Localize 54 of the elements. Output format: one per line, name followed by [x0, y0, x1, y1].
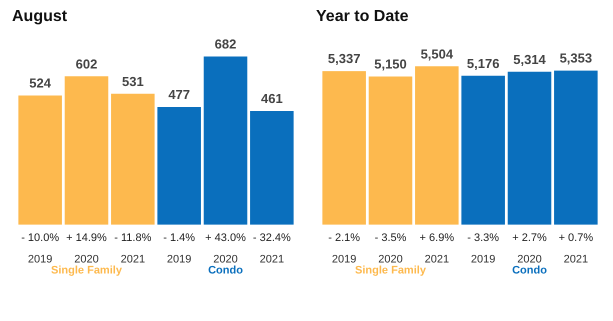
x-tick-label: 2020 — [517, 253, 542, 266]
x-tick-label: 2021 — [424, 253, 450, 266]
data-label: 682 — [214, 36, 236, 52]
bar — [157, 107, 201, 225]
chart-title: August — [12, 8, 68, 27]
text: Condo — [512, 264, 548, 276]
data-label: 477 — [168, 87, 190, 102]
x-tick-label: 2019 — [332, 253, 356, 266]
x-tick-label: 2019 — [28, 253, 52, 266]
bar — [368, 76, 412, 225]
bar — [461, 76, 505, 225]
data-label: 5,353 — [560, 50, 592, 66]
text: Condo — [208, 264, 244, 276]
bar — [204, 56, 248, 225]
x-tick-label: 2019 — [166, 253, 192, 266]
text: - 10.0% — [21, 232, 60, 244]
bar — [508, 72, 552, 225]
x-tick-label: 2020 — [378, 253, 403, 266]
x-tick-label: 2020 — [74, 253, 99, 266]
data-label: 5,314 — [513, 52, 547, 67]
bar — [111, 94, 155, 225]
x-tick-label: 2021 — [120, 253, 146, 266]
x-tick-label: 2019 — [470, 253, 496, 266]
bar — [250, 111, 294, 225]
text: Single Family — [51, 264, 123, 276]
text: + 43.0% — [205, 232, 246, 244]
text: - 2.1% — [328, 232, 360, 244]
bar — [554, 70, 598, 225]
bar — [64, 76, 108, 225]
data-label: 5,337 — [328, 51, 360, 66]
text: + 6.9% — [420, 232, 454, 244]
data-label: 5,176 — [466, 56, 500, 71]
text: - 32.4% — [252, 232, 292, 244]
text: + 2.7% — [512, 232, 547, 244]
data-label: 602 — [76, 56, 98, 72]
text: + 14.9% — [66, 232, 108, 244]
text: - 3.5% — [374, 232, 407, 244]
text: - 11.8% — [114, 232, 152, 244]
x-tick-label: 2021 — [260, 253, 284, 266]
data-label: 461 — [260, 91, 283, 106]
data-label: 531 — [122, 74, 144, 89]
text: - 1.4% — [163, 232, 196, 244]
x-tick-label: 2021 — [564, 253, 588, 266]
text: Single Family — [355, 264, 427, 276]
text: + 0.7% — [558, 232, 594, 244]
bar — [415, 66, 459, 225]
bar — [322, 71, 366, 225]
bar — [18, 95, 62, 225]
text: - 3.3% — [467, 232, 500, 244]
x-tick-label: 2020 — [213, 253, 238, 266]
data-label: 524 — [29, 76, 52, 91]
data-label: 5,150 — [374, 56, 407, 72]
data-label: 5,504 — [420, 46, 454, 62]
chart-title: Year to Date — [316, 8, 410, 27]
